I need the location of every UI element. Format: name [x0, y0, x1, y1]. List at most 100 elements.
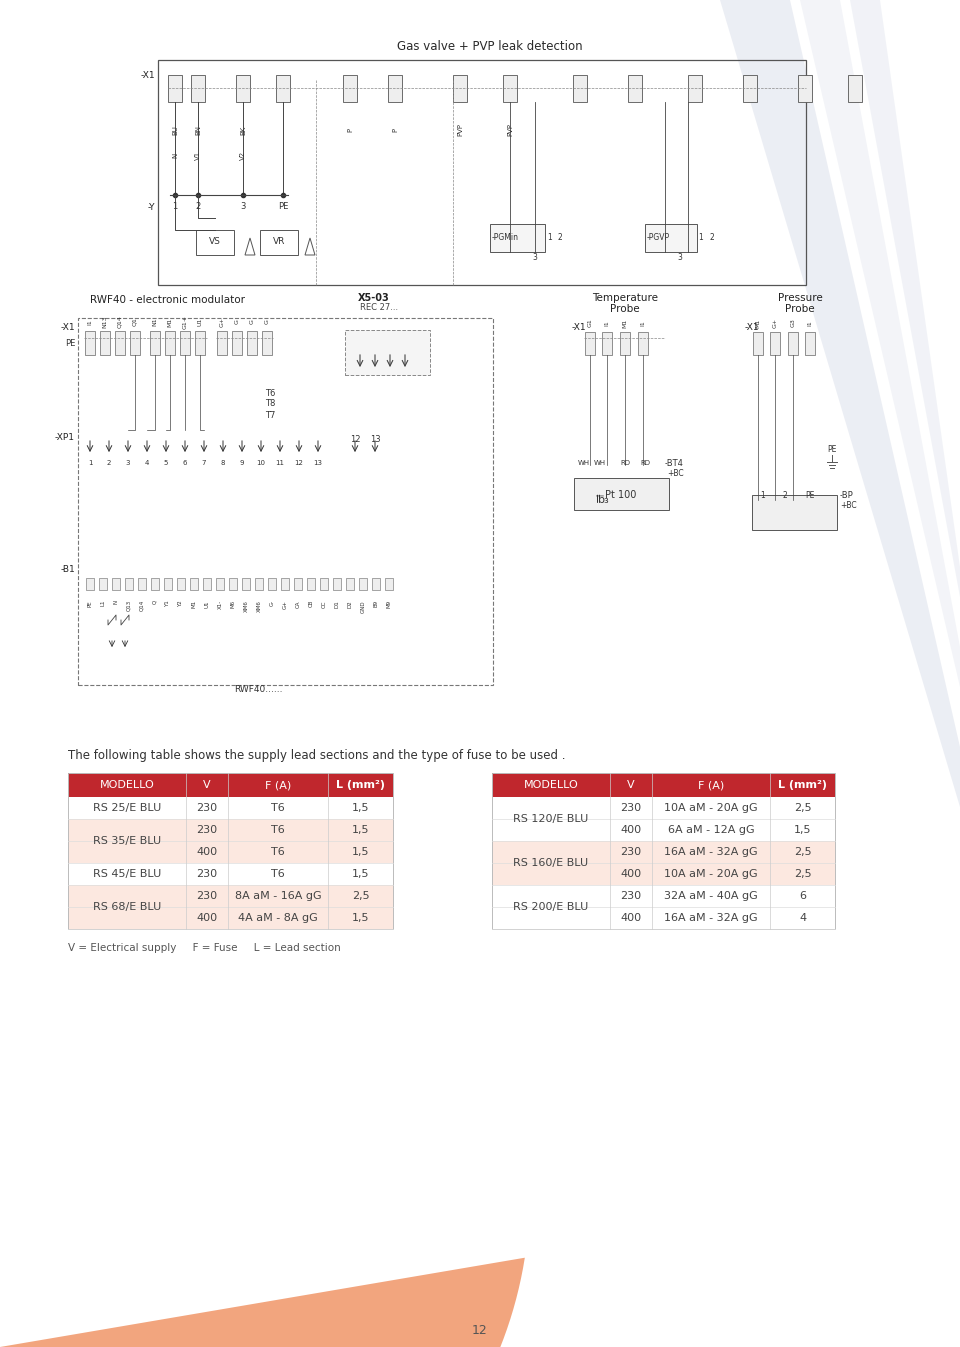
Text: I1: I1 — [87, 319, 92, 325]
Bar — [195, 331, 205, 356]
Bar — [490, 224, 545, 252]
Text: 1: 1 — [698, 233, 703, 242]
Bar — [798, 75, 812, 102]
Text: MODELLO: MODELLO — [523, 780, 578, 789]
Bar — [68, 773, 393, 929]
Text: RS 68/E BLU: RS 68/E BLU — [93, 902, 161, 912]
Bar — [688, 75, 702, 102]
Bar — [125, 578, 133, 590]
Text: -PGMin: -PGMin — [492, 233, 519, 242]
Text: 1,5: 1,5 — [351, 824, 370, 835]
Text: 230: 230 — [197, 890, 218, 901]
Text: Y1: Y1 — [165, 599, 171, 606]
Bar — [232, 331, 242, 356]
Bar — [294, 578, 302, 590]
Text: 230: 230 — [197, 824, 218, 835]
Bar — [281, 578, 289, 590]
Text: 12: 12 — [472, 1324, 488, 1336]
Text: U1: U1 — [198, 318, 203, 326]
Text: -X1: -X1 — [140, 70, 155, 79]
Text: 1,5: 1,5 — [351, 803, 370, 814]
Bar — [180, 331, 190, 356]
Text: T6: T6 — [271, 869, 285, 880]
Text: -X1: -X1 — [572, 323, 587, 333]
Text: I1: I1 — [605, 321, 610, 326]
Text: RS 200/E BLU: RS 200/E BLU — [514, 902, 588, 912]
Text: 400: 400 — [620, 869, 641, 880]
Text: CC: CC — [322, 599, 326, 607]
Polygon shape — [0, 1192, 525, 1347]
Text: G-: G- — [270, 599, 275, 606]
Polygon shape — [245, 238, 255, 255]
Text: Q: Q — [153, 599, 157, 605]
Text: P: P — [392, 128, 398, 132]
Text: 1,5: 1,5 — [351, 869, 370, 880]
Bar — [492, 907, 835, 929]
Text: 1: 1 — [547, 233, 552, 242]
Bar — [68, 885, 393, 907]
Text: 400: 400 — [620, 824, 641, 835]
Text: 16A aM - 32A gG: 16A aM - 32A gG — [664, 847, 757, 857]
Text: M1: M1 — [756, 318, 760, 327]
Text: N1: N1 — [153, 318, 157, 326]
Text: 1,5: 1,5 — [794, 824, 811, 835]
Text: 3: 3 — [533, 253, 538, 263]
Text: 400: 400 — [197, 913, 218, 923]
Text: V2: V2 — [240, 151, 246, 159]
Text: -PGVP: -PGVP — [647, 233, 670, 242]
Text: -X1: -X1 — [745, 323, 759, 333]
Bar — [68, 797, 393, 819]
Text: -Y: -Y — [148, 202, 155, 211]
Bar — [346, 578, 354, 590]
Bar — [151, 578, 159, 590]
Bar — [216, 578, 224, 590]
Bar — [247, 331, 257, 356]
Bar — [190, 578, 198, 590]
Bar — [168, 75, 182, 102]
Text: 6A aM - 12A gG: 6A aM - 12A gG — [668, 824, 755, 835]
Text: GND: GND — [361, 599, 366, 613]
Bar — [453, 75, 467, 102]
Bar — [242, 578, 250, 590]
Text: V: V — [204, 780, 211, 789]
Text: XM6: XM6 — [244, 599, 249, 612]
Text: PE: PE — [805, 490, 815, 500]
Text: M9: M9 — [387, 599, 392, 607]
Polygon shape — [850, 0, 960, 597]
Text: RS 45/E BLU: RS 45/E BLU — [93, 869, 161, 880]
Text: RWF40 - electronic modulator: RWF40 - electronic modulator — [90, 295, 245, 304]
Text: Pt 100: Pt 100 — [606, 490, 636, 500]
Text: MODELLO: MODELLO — [100, 780, 155, 789]
Text: RD: RD — [640, 459, 650, 466]
Bar — [385, 578, 393, 590]
Bar — [492, 863, 835, 885]
Text: M1: M1 — [622, 318, 628, 327]
Text: BK: BK — [240, 125, 246, 135]
Bar — [752, 494, 837, 529]
Text: 1: 1 — [173, 202, 178, 211]
Text: N13: N13 — [103, 315, 108, 329]
Text: 1: 1 — [87, 459, 92, 466]
Text: VS: VS — [209, 237, 221, 247]
Bar — [602, 331, 612, 356]
Bar — [503, 75, 517, 102]
Text: Probe: Probe — [785, 304, 815, 314]
Text: +BC: +BC — [667, 469, 684, 477]
Text: XM6: XM6 — [256, 599, 261, 612]
Text: G+: G+ — [773, 318, 778, 329]
Text: L (mm²): L (mm²) — [336, 780, 385, 789]
Text: 2,5: 2,5 — [794, 869, 811, 880]
Bar — [573, 75, 587, 102]
Bar — [628, 75, 642, 102]
Bar — [85, 331, 95, 356]
Bar — [492, 773, 835, 929]
Bar — [333, 578, 341, 590]
Text: +BC: +BC — [840, 501, 856, 509]
Text: 2: 2 — [196, 202, 201, 211]
Text: G: G — [234, 319, 239, 325]
Text: 12: 12 — [349, 435, 360, 445]
Text: V1: V1 — [195, 151, 201, 160]
Bar — [217, 331, 227, 356]
Text: 32A aM - 40A gG: 32A aM - 40A gG — [664, 890, 757, 901]
Bar — [805, 331, 815, 356]
